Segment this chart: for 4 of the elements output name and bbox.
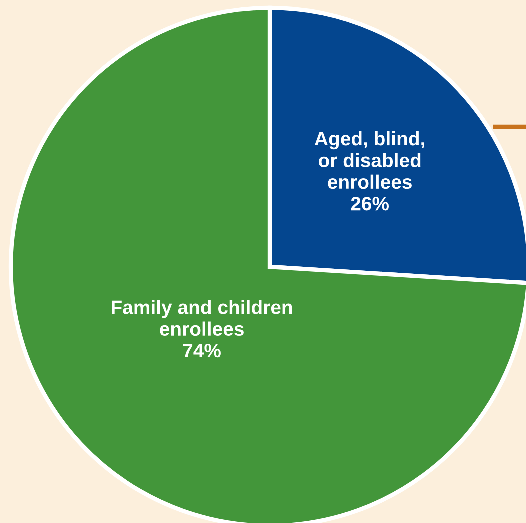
slice-label: Family and children enrollees	[112, 300, 292, 336]
slice-label: Aged, blind, or disabled enrollees	[314, 131, 424, 190]
data-label: 26%	[351, 197, 390, 211]
data-label: 74%	[183, 344, 221, 358]
